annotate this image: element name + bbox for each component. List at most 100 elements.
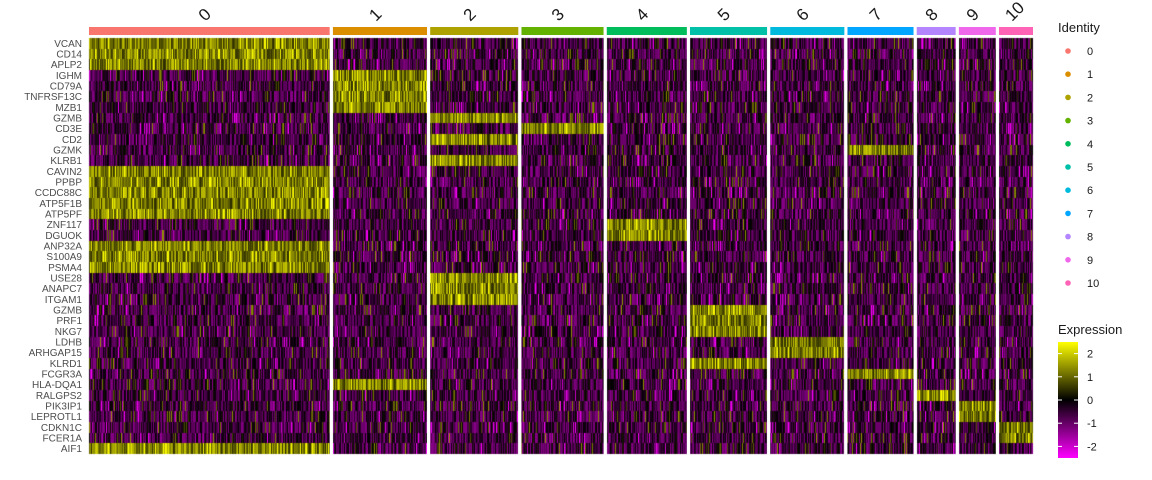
- gene-label: CDKN1C: [41, 423, 82, 434]
- identity-legend-label-8: 8: [1087, 232, 1093, 244]
- identity-legend-label-3: 3: [1087, 116, 1093, 128]
- identity-legend-title: Identity: [1058, 20, 1100, 35]
- expression-tick-label: -1: [1087, 418, 1097, 430]
- identity-legend-label-10: 10: [1087, 278, 1099, 290]
- gene-label: PIK3IP1: [45, 402, 82, 413]
- expression-colorbar: [1058, 342, 1078, 458]
- gene-label: ANAPC7: [42, 284, 82, 295]
- cluster-label-5: 5: [714, 5, 734, 25]
- identity-legend-label-4: 4: [1087, 139, 1093, 151]
- cluster-bar-1: [332, 27, 428, 35]
- cluster-label-3: 3: [548, 5, 568, 25]
- gene-label: FCER1A: [43, 434, 83, 445]
- cluster-separator: [686, 27, 690, 454]
- cluster-label-2: 2: [460, 5, 480, 25]
- gene-label: GZMB: [53, 306, 82, 317]
- gene-label: CD14: [56, 50, 82, 61]
- gene-label: NKG7: [55, 327, 83, 338]
- identity-legend-dot-2: [1065, 94, 1071, 101]
- identity-legend-label-5: 5: [1087, 162, 1093, 174]
- gene-label: CD79A: [50, 82, 83, 93]
- gene-label: PSMA4: [48, 263, 82, 274]
- cluster-bar-8: [916, 27, 956, 35]
- gene-label: GZMB: [53, 114, 82, 125]
- gene-label: CD2: [62, 135, 82, 146]
- gene-label: CD3E: [55, 124, 82, 135]
- identity-legend-label-2: 2: [1087, 92, 1093, 104]
- expression-tick-label: 0: [1087, 395, 1093, 407]
- gene-label: IGHM: [56, 71, 82, 82]
- identity-legend-dot-1: [1065, 71, 1071, 77]
- gene-label: KLRB1: [50, 156, 82, 167]
- identity-legend-dot-5: [1065, 164, 1071, 170]
- gene-label: PRF1: [56, 316, 82, 327]
- cluster-annotation-bar: [89, 27, 1033, 35]
- cluster-bar-0: [89, 27, 330, 35]
- gene-label: LDHB: [55, 338, 82, 349]
- cluster-separator: [329, 27, 333, 454]
- cluster-separator: [913, 27, 917, 454]
- cluster-label-9: 9: [963, 5, 983, 25]
- identity-legend: Identity 0 1 2 3 4 5 6 7 8 9 10: [1058, 20, 1100, 290]
- gene-label: CAVIN2: [47, 167, 83, 178]
- cluster-label-1: 1: [365, 5, 385, 25]
- identity-legend-dot-0: [1065, 48, 1071, 54]
- identity-legend-dot-10: [1065, 280, 1071, 286]
- cluster-bar-7: [847, 27, 914, 35]
- gene-label: ZNF117: [47, 220, 83, 231]
- gene-label: AIF1: [61, 444, 83, 455]
- gene-label: KLRD1: [50, 359, 83, 370]
- gene-label: TNFRSF13C: [24, 92, 82, 103]
- cluster-separator: [844, 27, 848, 454]
- identity-legend-dot-4: [1065, 141, 1071, 147]
- cluster-bar-5: [689, 27, 768, 35]
- gene-label: ITGAM1: [45, 295, 83, 306]
- identity-legend-dot-7: [1065, 210, 1071, 217]
- identity-legend-label-7: 7: [1087, 208, 1093, 220]
- gene-label: S100A9: [46, 252, 82, 263]
- expression-tick-label: 2: [1087, 349, 1093, 361]
- gene-label: MZB1: [55, 103, 82, 114]
- cluster-separator: [995, 27, 999, 454]
- cluster-label-7: 7: [866, 5, 886, 25]
- identity-legend-label-6: 6: [1087, 185, 1093, 197]
- identity-legend-dot-3: [1065, 117, 1071, 124]
- cluster-separator: [518, 27, 522, 454]
- expression-legend-title: Expression: [1058, 322, 1122, 337]
- gene-label: CCDC88C: [35, 188, 82, 199]
- gene-label: DGUOK: [45, 231, 82, 242]
- identity-legend-dot-9: [1065, 257, 1071, 263]
- cluster-separator: [603, 27, 607, 454]
- cluster-separator: [427, 27, 431, 454]
- expression-tick-label: -2: [1087, 441, 1097, 453]
- gene-label: VCAN: [54, 39, 82, 50]
- cluster-label-8: 8: [922, 5, 942, 25]
- gene-label: HLA-DQA1: [32, 380, 82, 391]
- identity-legend-label-1: 1: [1087, 69, 1093, 81]
- cluster-bar-3: [521, 27, 604, 35]
- cluster-label-0: 0: [195, 5, 215, 25]
- gene-labels: VCANCD14APLP2IGHMCD79ATNFRSF13CMZB1GZMBC…: [24, 39, 82, 455]
- cluster-bar-2: [430, 27, 519, 35]
- expression-legend: Expression 2 1 0 -1 -2: [1058, 322, 1122, 458]
- cluster-bar-6: [770, 27, 845, 35]
- expression-tick-label: 1: [1087, 372, 1093, 384]
- identity-legend-dot-8: [1065, 233, 1071, 240]
- cluster-separators: [329, 27, 999, 454]
- cluster-label-10: 10: [1001, 0, 1028, 25]
- gene-label: APLP2: [51, 60, 83, 71]
- gene-label: FCGR3A: [41, 370, 82, 381]
- cluster-bar-10: [998, 27, 1033, 35]
- identity-legend-label-9: 9: [1087, 255, 1093, 267]
- gene-label: RALGPS2: [36, 391, 83, 402]
- gene-label: ARHGAP15: [29, 348, 83, 359]
- cluster-bar-4: [606, 27, 687, 35]
- cluster-label-6: 6: [793, 5, 813, 25]
- gene-label: ATP5F1B: [39, 199, 82, 210]
- identity-legend-label-0: 0: [1087, 46, 1093, 58]
- cluster-bar-9: [958, 27, 996, 35]
- cluster-separator: [955, 27, 959, 454]
- gene-label: ATP5PF: [45, 210, 82, 221]
